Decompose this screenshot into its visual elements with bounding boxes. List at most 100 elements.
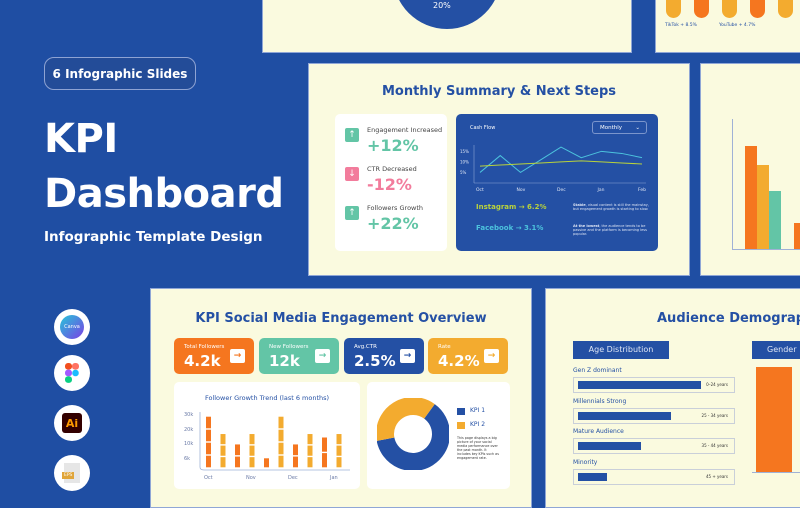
y-tick-label: 10k [184,441,193,447]
bar-segment [206,429,211,442]
bar-segment [235,456,240,468]
legend-swatch [457,422,465,429]
kpi-label: Engagement Increased [367,126,443,134]
line-series-1 [479,146,643,174]
bar-segment [249,457,255,468]
bar [778,0,793,18]
age-label: Millennials Strong [573,397,627,405]
bar-segment [220,457,226,468]
bar-segment [336,445,342,456]
follower-growth-card: Follower Growth Trend (last 6 months) 30… [174,382,360,489]
y-tick-label: 10% [460,159,469,164]
bar-segment [322,453,327,468]
figma-icon [54,355,90,391]
arrow-right-icon[interactable]: → [230,349,245,363]
arrow-right-icon[interactable]: → [315,349,330,363]
gender-bar [756,367,792,473]
cashflow-title: Cash Flow [470,125,496,131]
arrow-up-icon: ↑ [345,206,359,220]
bar-segment [322,437,327,452]
bar [769,191,781,249]
bar-segment [249,445,255,456]
kpi-value: +12% [367,136,419,155]
age-range: 35 - 44 years [701,443,728,448]
eps-file-icon: EPS [54,455,90,491]
x-tick-label: Jan [597,187,605,193]
bar-segment [336,434,342,445]
age-bar [578,442,641,450]
age-range: 25 - 34 years [701,412,728,418]
age-label: Gen Z dominant [573,367,622,374]
instagram-note: Stable, visual content is still the main… [573,203,653,211]
age-bar-track: 25 - 34 years [573,407,735,424]
age-bar [578,472,607,481]
note-text: , the audience tends to be passive and t… [573,224,647,236]
y-tick-label: 6k [184,456,190,462]
x-tick-label: Oct [204,475,213,481]
period-dropdown[interactable]: Monthly ⌄ [592,121,647,134]
legend-swatch [457,408,465,415]
follower-growth-bar-chart: 30k 20k 10k 6k Oct Nov Dec Jan [184,412,350,481]
bar [722,0,737,18]
canva-logo: Canva [60,315,84,339]
bar-label: YouTube + 4.7% [719,23,756,28]
legend-label: KPI 1 [470,407,486,414]
hero-title-line2: Dashboard [44,171,284,217]
slide-top-bars: TikTok + 8.5% YouTube + 4.7% [655,0,800,53]
bar [750,0,765,18]
kpi-summary-card: ↑ Engagement Increased +12% ↓ CTR Decreased… [335,114,447,251]
arrow-right-icon[interactable]: → [484,349,499,363]
arrow-down-icon: ↓ [345,167,359,181]
kpi-label: CTR Decreased [367,165,417,173]
bar-segment [307,457,313,468]
bar-segment [220,445,226,456]
cashflow-card: Cash Flow Monthly ⌄ 15% 10% 5% Oct Nov Dec Jan F… [456,114,658,251]
line-series-2 [479,160,643,167]
tile-value: 12k [269,352,300,370]
age-range: 0–24 years [706,382,728,387]
kpi-label: Followers Growth [367,204,424,212]
bar-label: TikTok + 8.5% [665,23,697,28]
hero-subtitle: Infographic Template Design [44,229,263,245]
arrow-right-icon[interactable]: → [400,349,415,363]
eps-label: EPS [62,472,75,479]
bar-segment [206,455,211,468]
donut-slice-2 [377,398,435,441]
legend-label: KPI 2 [470,421,486,428]
dropdown-value: Monthly [600,125,623,131]
age-range: 45 + years [706,473,728,479]
x-tick-label: Oct [476,187,484,193]
y-tick-label: 5% [460,170,467,175]
facebook-note: At the lowest, the audience tends to be … [573,224,653,236]
chevron-down-icon: ⌄ [635,125,640,131]
tile-label: Rate [438,344,451,350]
tile-value: 4.2% [438,352,480,370]
bar-segment [206,442,211,455]
slide-title: Monthly Summary & Next Steps [381,84,617,99]
bar-segment [264,458,269,468]
slide-top-pie: 20% [262,0,632,53]
facebook-stat: Facebook → 3.1% [476,224,544,232]
y-tick-label: 15% [460,149,469,154]
age-bar [578,381,701,389]
slide-title: Audience Demographics [657,311,800,326]
note-lead: At the lowest [573,224,600,228]
slide-title: KPI Social Media Engagement Overview [195,311,487,326]
slide-partial-bar-chart [700,63,800,276]
bar [694,0,709,18]
tile-label: New Followers [269,344,309,350]
tile-label: Total Followers [184,344,225,350]
ai-logo: Ai [62,413,82,433]
x-tick-label: Jan [329,475,338,481]
note-lead: Stable [573,203,586,207]
bar-segment [307,434,313,445]
bar [666,0,681,18]
illustrator-icon: Ai [54,405,90,441]
bar [757,165,769,249]
slides-count-badge: 6 Infographic Slides [44,57,196,90]
y-tick-label: 20k [184,427,193,433]
note-text: , visual content is still the mainstay, … [573,203,649,211]
age-label: Mature Audience [573,428,624,435]
instagram-stat: Instagram → 6.2% [476,203,547,211]
age-distribution-header: Age Distribution [573,341,669,359]
